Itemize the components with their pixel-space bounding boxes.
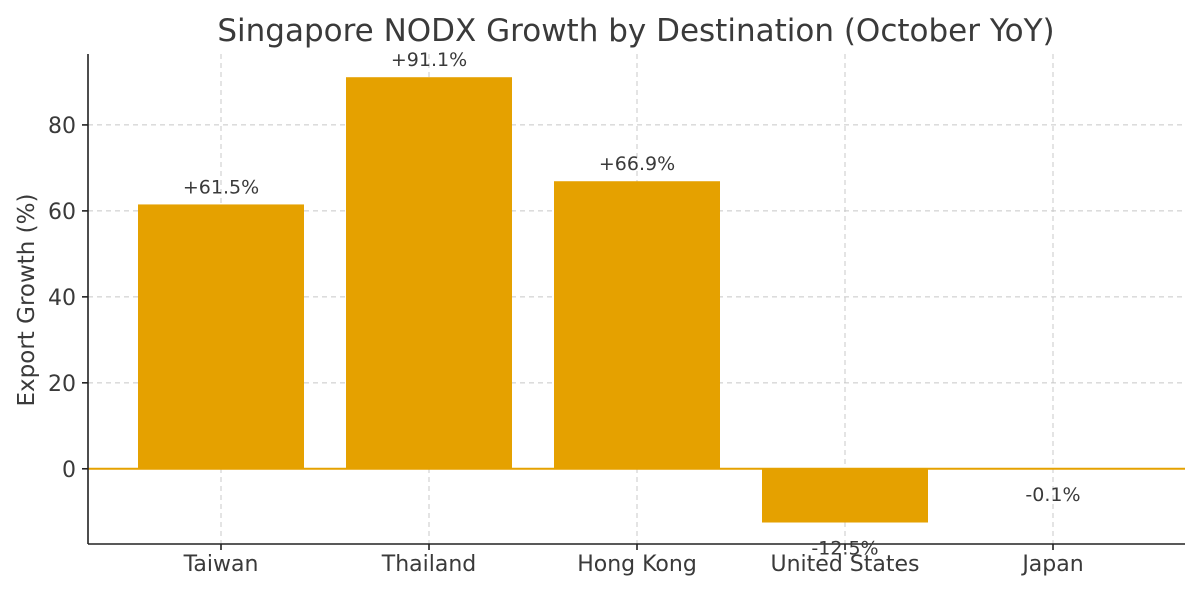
x-tick-label-japan: Japan <box>1020 552 1083 577</box>
bars <box>138 77 1136 523</box>
chart-title: Singapore NODX Growth by Destination (Oc… <box>217 13 1054 49</box>
x-tick-labels: Taiwan Thailand Hong Kong United States Japa… <box>183 552 1084 577</box>
data-label-hong-kong: +66.9% <box>599 153 675 175</box>
y-tick-labels: 0 20 40 60 80 <box>48 114 76 483</box>
bar-united-states <box>762 468 928 523</box>
x-tick-label-united-states: United States <box>771 552 920 577</box>
data-label-taiwan: +61.5% <box>183 176 259 198</box>
axes <box>82 54 1185 550</box>
x-tick-label-taiwan: Taiwan <box>183 552 259 577</box>
y-axis-label: Export Growth (%) <box>14 194 40 407</box>
y-tick-label-40: 40 <box>48 286 76 311</box>
y-tick-label-20: 20 <box>48 372 76 397</box>
x-tick-label-hong-kong: Hong Kong <box>577 552 697 577</box>
y-tick-label-0: 0 <box>62 458 76 483</box>
data-label-united-states: -12.5% <box>811 538 878 560</box>
data-label-japan: -0.1% <box>1025 484 1080 506</box>
bar-taiwan <box>138 204 304 469</box>
y-tick-label-60: 60 <box>48 200 76 225</box>
data-labels: +61.5% +91.1% +66.9% -12.5% -0.1% <box>183 49 1081 559</box>
bar-hong-kong <box>554 181 720 469</box>
bar-thailand <box>346 77 512 469</box>
x-tick-label-thailand: Thailand <box>381 552 476 577</box>
data-label-thailand: +91.1% <box>391 49 467 71</box>
y-tick-label-80: 80 <box>48 114 76 139</box>
